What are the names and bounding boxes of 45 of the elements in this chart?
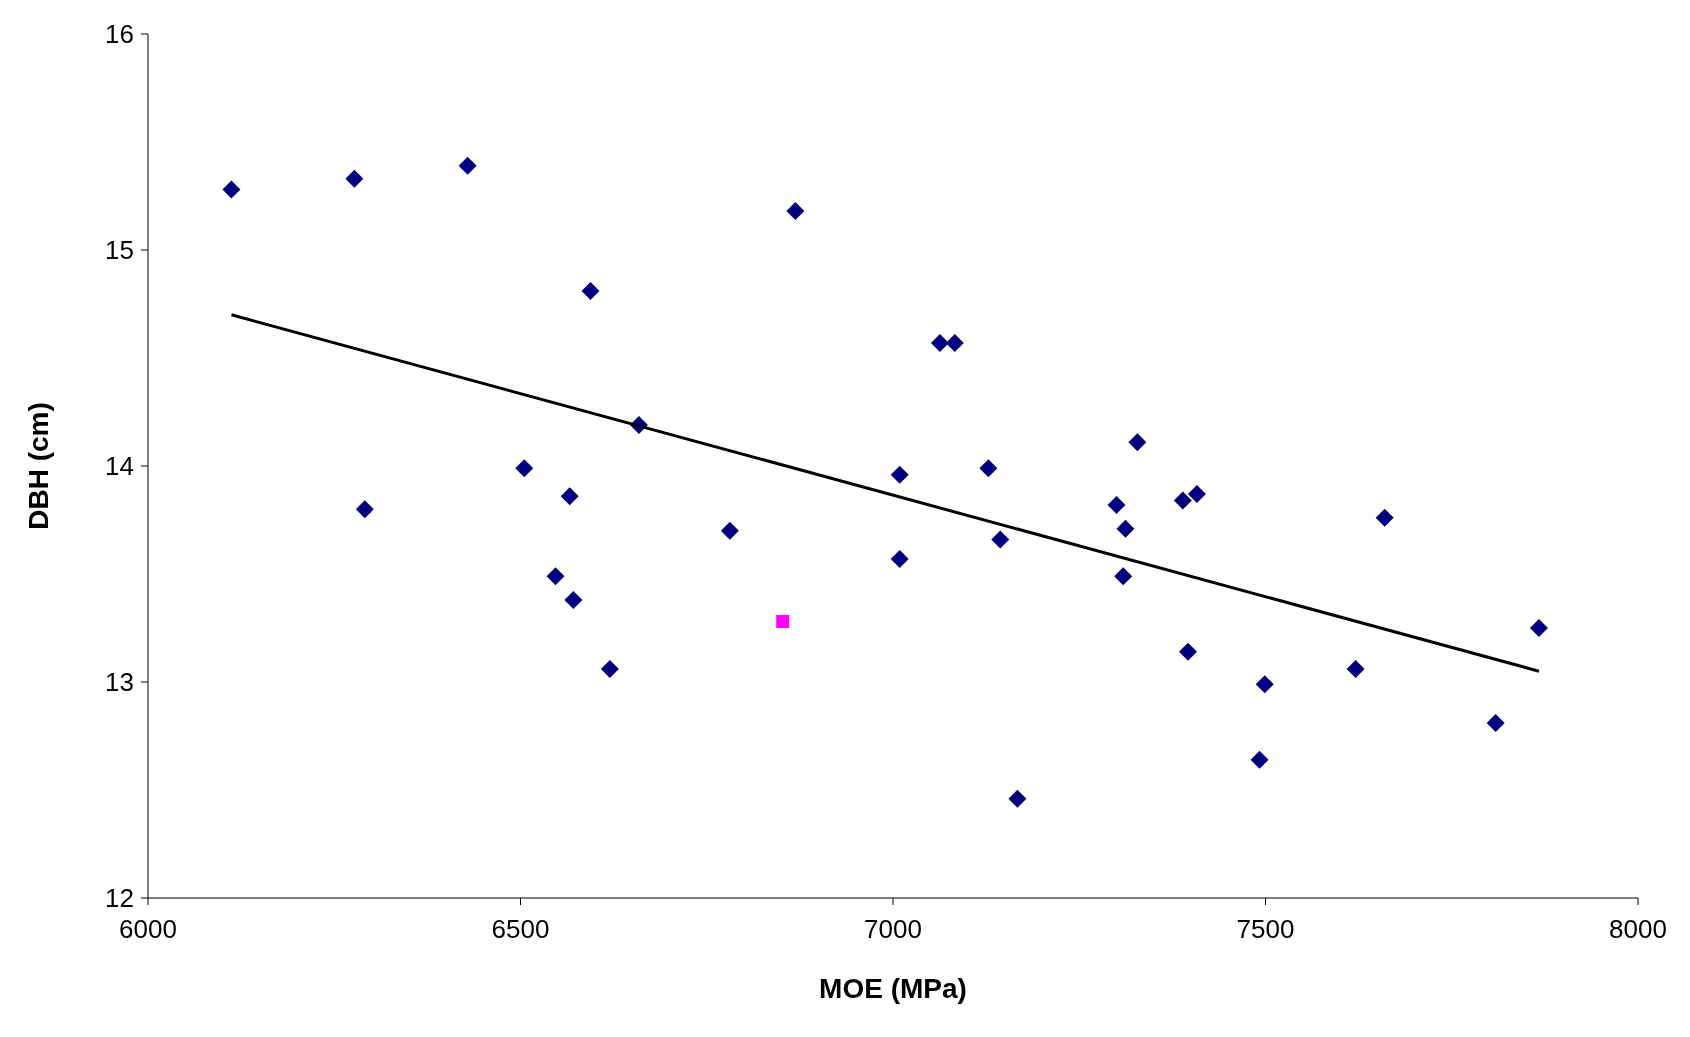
point — [720, 521, 739, 540]
point — [1128, 433, 1147, 452]
point — [1529, 619, 1548, 637]
x-tick-label: 7000 — [864, 914, 922, 944]
point — [1187, 485, 1206, 504]
point — [1114, 567, 1133, 586]
y-tick-label: 16 — [105, 19, 134, 49]
y-tick-label: 12 — [105, 883, 134, 913]
point — [1255, 675, 1274, 694]
y-tick-label: 14 — [105, 451, 134, 481]
point — [600, 660, 619, 679]
y-axis-title: DBH (cm) — [23, 402, 54, 530]
x-tick-label: 8000 — [1609, 914, 1667, 944]
point — [345, 169, 364, 188]
point — [560, 487, 579, 506]
x-tick-label: 7500 — [1236, 914, 1295, 944]
point — [222, 180, 241, 199]
point — [1346, 660, 1365, 679]
point — [1107, 495, 1126, 514]
point — [979, 459, 998, 478]
point — [945, 333, 964, 352]
x-tick-label: 6500 — [491, 914, 550, 944]
x-axis-title: MOE (MPa) — [819, 973, 967, 1004]
point — [930, 333, 949, 352]
point — [1179, 642, 1198, 661]
point — [458, 156, 477, 175]
point — [1250, 750, 1269, 769]
point — [581, 282, 600, 301]
point — [564, 590, 583, 609]
point — [1116, 519, 1135, 538]
point — [515, 459, 534, 478]
y-tick-label: 13 — [105, 667, 134, 697]
point — [786, 202, 805, 221]
point — [890, 465, 909, 484]
point — [1173, 491, 1192, 510]
point — [355, 500, 374, 519]
x-tick-label: 6000 — [119, 914, 177, 944]
point — [546, 567, 565, 586]
point — [1375, 508, 1394, 527]
point — [1486, 714, 1505, 733]
point — [991, 530, 1010, 549]
point — [1008, 789, 1027, 808]
point — [776, 615, 790, 629]
point — [890, 549, 909, 568]
y-tick-label: 15 — [105, 235, 134, 265]
